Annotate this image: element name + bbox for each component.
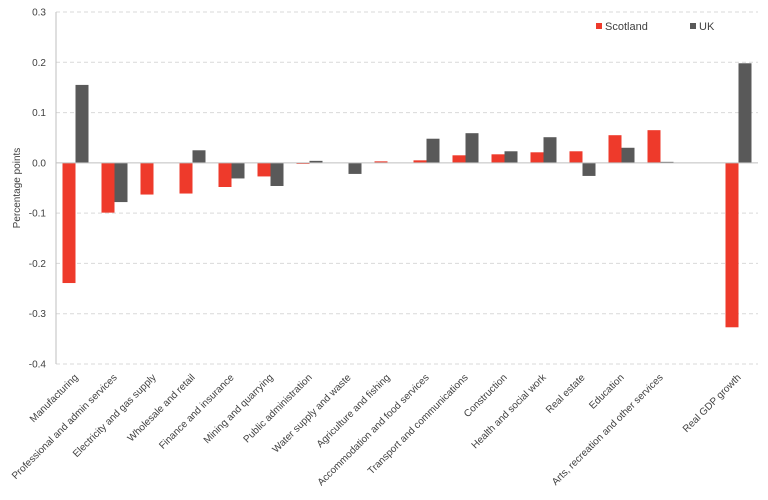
bar-scotland-8 bbox=[374, 161, 388, 163]
bar-scotland-3 bbox=[179, 162, 193, 194]
y-tick-label: 0.0 bbox=[32, 158, 46, 169]
legend-label-uk: UK bbox=[699, 21, 715, 33]
bar-scotland-12 bbox=[530, 152, 544, 163]
x-tick-label: Finance and insurance bbox=[157, 372, 237, 452]
bar-uk-14 bbox=[621, 147, 635, 163]
x-tick-label: Agriculture and fishing bbox=[315, 372, 393, 450]
bar-scotland-10 bbox=[452, 155, 466, 163]
legend-label-scotland: Scotland bbox=[605, 21, 648, 33]
bar-uk-3 bbox=[192, 150, 206, 163]
bar-scotland-15 bbox=[647, 130, 661, 163]
legend-swatch-scotland bbox=[596, 23, 602, 29]
x-tick-label: Water supply and waste bbox=[271, 372, 354, 455]
bar-scotland-11 bbox=[491, 154, 505, 163]
bar-uk-9 bbox=[426, 138, 440, 163]
bars bbox=[62, 63, 752, 328]
y-tick-label: -0.1 bbox=[29, 209, 47, 220]
bar-scotland-0 bbox=[62, 162, 76, 284]
bar-scotland-2 bbox=[140, 162, 154, 195]
legend: Scotland UK bbox=[596, 21, 715, 33]
gridlines bbox=[56, 11, 758, 365]
bar-uk-10 bbox=[465, 133, 479, 163]
y-tick-label: -0.3 bbox=[29, 309, 47, 320]
bar-uk-1 bbox=[114, 162, 128, 203]
bar-scotland-6 bbox=[296, 162, 310, 164]
legend-swatch-uk bbox=[690, 23, 696, 29]
x-tick-label: Health and social work bbox=[470, 372, 550, 452]
bar-uk-4 bbox=[231, 162, 245, 179]
y-tick-label: -0.2 bbox=[29, 259, 47, 270]
bar-uk-13 bbox=[582, 162, 596, 176]
bar-scotland-5 bbox=[257, 162, 271, 177]
bar-uk-12 bbox=[543, 137, 557, 163]
bar-scotland-1 bbox=[101, 162, 115, 213]
bar-scotland-9 bbox=[413, 160, 427, 163]
bar-scotland-13 bbox=[569, 151, 583, 163]
bar-uk-6 bbox=[309, 160, 323, 163]
bar-uk-5 bbox=[270, 162, 284, 186]
bar-uk-17 bbox=[738, 63, 752, 163]
bar-scotland-17 bbox=[725, 162, 739, 328]
y-tick-label: 0.1 bbox=[32, 108, 46, 119]
y-tick-label: -0.4 bbox=[29, 360, 47, 371]
x-tick-label: Wholesale and retail bbox=[126, 372, 198, 444]
x-tick-label: Education bbox=[587, 372, 626, 411]
bar-uk-7 bbox=[348, 162, 362, 174]
y-tick-label: 0.3 bbox=[32, 8, 46, 19]
x-tick-label: Real GDP growth bbox=[681, 372, 744, 435]
bar-scotland-14 bbox=[608, 135, 622, 163]
x-tick-label: Mining and quarrying bbox=[202, 372, 276, 446]
y-axis-title: Percentage points bbox=[12, 148, 23, 229]
bar-uk-0 bbox=[75, 84, 89, 163]
bar-uk-11 bbox=[504, 151, 518, 163]
y-tick-labels: 0.3 0.2 0.1 0.0 -0.1 -0.2 -0.3 -0.4 bbox=[29, 8, 47, 371]
bar-scotland-4 bbox=[218, 162, 232, 187]
x-tick-label: Real estate bbox=[544, 372, 588, 416]
bar-uk-15 bbox=[660, 161, 674, 163]
x-tick-label: Public administration bbox=[242, 372, 315, 445]
y-tick-label: 0.2 bbox=[32, 58, 46, 69]
